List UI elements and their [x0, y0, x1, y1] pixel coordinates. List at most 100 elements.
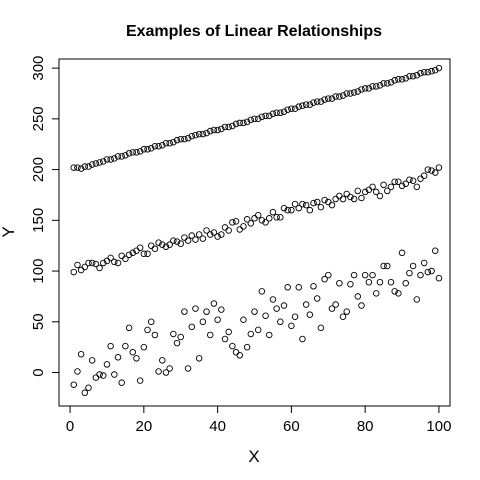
data-point	[284, 206, 291, 214]
data-point	[431, 247, 439, 255]
data-point	[88, 259, 96, 267]
data-point	[369, 83, 376, 90]
data-point	[380, 181, 387, 189]
data-point	[188, 132, 196, 140]
data-point	[229, 342, 236, 350]
data-point	[288, 206, 295, 214]
data-point	[225, 227, 232, 234]
data-point	[295, 284, 303, 291]
data-point	[420, 172, 428, 179]
data-point	[313, 295, 321, 302]
data-point	[321, 196, 328, 204]
data-point	[328, 305, 336, 312]
data-point	[88, 161, 96, 168]
data-point	[428, 267, 435, 275]
data-point	[107, 254, 114, 262]
data-point	[277, 214, 284, 221]
x-tick-label: 0	[66, 418, 74, 435]
data-point	[361, 271, 369, 279]
data-point	[151, 143, 159, 150]
data-point	[395, 76, 402, 83]
data-point	[85, 384, 92, 391]
data-point	[162, 369, 170, 376]
data-point	[387, 79, 395, 86]
data-point	[417, 271, 424, 279]
data-point	[85, 163, 92, 170]
data-point	[376, 82, 384, 89]
data-point	[354, 187, 362, 195]
data-point	[225, 123, 232, 131]
data-point	[310, 283, 317, 290]
data-point	[74, 261, 81, 269]
data-point	[70, 268, 78, 276]
data-point	[184, 237, 192, 244]
data-point	[313, 198, 321, 206]
data-point	[247, 116, 255, 124]
data-point	[96, 159, 103, 166]
data-point	[358, 302, 365, 309]
data-point	[262, 219, 269, 226]
data-point	[384, 262, 391, 270]
data-point	[240, 223, 247, 230]
data-point	[372, 290, 380, 297]
chart-title: Examples of Linear Relationships	[126, 23, 382, 40]
data-point	[372, 83, 380, 90]
data-point	[247, 330, 255, 338]
data-point	[302, 201, 310, 209]
data-point	[70, 381, 78, 388]
data-point	[291, 313, 299, 320]
data-point	[398, 76, 406, 83]
data-point	[361, 188, 369, 196]
data-point	[166, 139, 173, 147]
data-point	[111, 258, 118, 266]
data-point	[409, 177, 417, 185]
data-point	[413, 296, 421, 303]
data-point	[240, 316, 247, 324]
data-point	[195, 231, 203, 238]
data-point	[199, 130, 207, 138]
data-point	[195, 130, 203, 138]
data-point	[188, 323, 196, 331]
data-point	[328, 95, 336, 102]
data-point	[251, 308, 258, 315]
data-point	[103, 361, 111, 368]
data-point	[159, 357, 166, 364]
data-point	[354, 88, 362, 95]
data-points	[70, 64, 443, 397]
data-point	[144, 250, 151, 258]
data-point	[273, 305, 280, 312]
data-point	[88, 357, 96, 364]
data-point	[409, 72, 417, 80]
data-point	[125, 150, 133, 157]
data-point	[420, 259, 428, 267]
data-point	[387, 183, 395, 191]
y-tick-label: 0	[30, 368, 47, 376]
data-point	[358, 194, 365, 202]
data-point	[269, 110, 277, 118]
data-point	[409, 262, 417, 270]
data-point	[376, 278, 384, 286]
data-point	[291, 200, 299, 208]
data-point	[376, 192, 384, 200]
data-point	[247, 220, 255, 227]
data-point	[70, 164, 78, 171]
data-point	[254, 326, 262, 334]
data-point	[288, 322, 295, 330]
data-point	[332, 301, 339, 308]
data-point	[380, 80, 387, 87]
data-point	[147, 145, 155, 152]
data-point	[229, 219, 236, 226]
data-point	[406, 176, 413, 183]
data-point	[96, 371, 103, 378]
data-point	[192, 131, 199, 139]
data-point	[372, 188, 380, 196]
data-point	[162, 139, 170, 147]
data-point	[336, 93, 343, 100]
data-point	[317, 324, 325, 332]
data-point	[325, 95, 332, 102]
data-point	[243, 343, 251, 351]
data-point	[402, 279, 409, 287]
data-point	[435, 164, 443, 171]
data-point	[395, 290, 402, 297]
